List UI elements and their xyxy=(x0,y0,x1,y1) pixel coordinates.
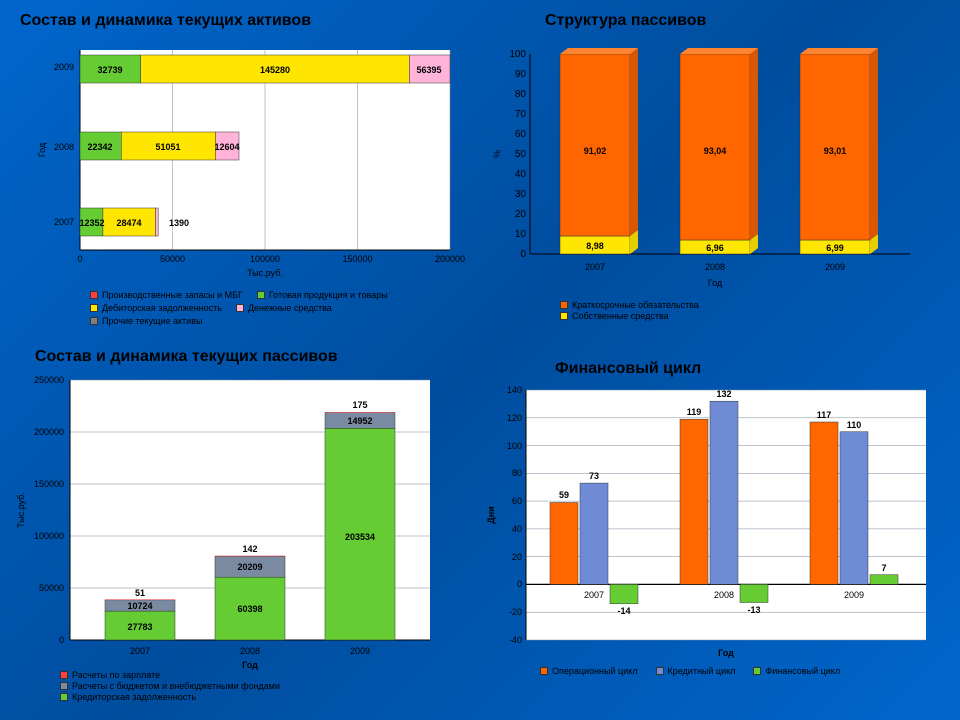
svg-text:Год: Год xyxy=(708,278,723,288)
svg-text:32739: 32739 xyxy=(97,65,122,75)
svg-text:93,01: 93,01 xyxy=(824,146,847,156)
svg-text:73: 73 xyxy=(589,471,599,481)
svg-text:150000: 150000 xyxy=(342,254,372,264)
svg-text:2009: 2009 xyxy=(54,62,74,72)
svg-text:100000: 100000 xyxy=(34,531,64,541)
svg-text:20209: 20209 xyxy=(237,562,262,572)
svg-text:100: 100 xyxy=(507,441,522,451)
svg-text:0: 0 xyxy=(517,579,522,589)
svg-text:-14: -14 xyxy=(617,606,630,616)
svg-text:93,04: 93,04 xyxy=(704,146,727,156)
svg-text:203534: 203534 xyxy=(345,532,375,542)
svg-text:51: 51 xyxy=(135,588,145,598)
svg-text:20: 20 xyxy=(515,209,527,220)
svg-text:14952: 14952 xyxy=(347,416,372,426)
svg-text:12604: 12604 xyxy=(214,142,239,152)
svg-text:-13: -13 xyxy=(747,605,760,615)
svg-text:27783: 27783 xyxy=(127,622,152,632)
svg-text:142: 142 xyxy=(242,544,257,554)
svg-text:2009: 2009 xyxy=(350,646,370,656)
svg-text:90: 90 xyxy=(515,69,527,80)
svg-text:132: 132 xyxy=(716,389,731,399)
svg-text:22342: 22342 xyxy=(87,142,112,152)
svg-text:100000: 100000 xyxy=(250,254,280,264)
svg-text:80: 80 xyxy=(512,468,522,478)
svg-text:20: 20 xyxy=(512,552,522,562)
svg-text:59: 59 xyxy=(559,490,569,500)
svg-text:60398: 60398 xyxy=(237,604,262,614)
svg-text:0: 0 xyxy=(520,249,526,260)
svg-text:-20: -20 xyxy=(509,607,522,617)
chart2-title: Структура пассивов xyxy=(545,12,706,30)
svg-text:56395: 56395 xyxy=(416,65,441,75)
svg-text:Год: Год xyxy=(718,648,734,658)
chart3-legend: Расчеты по зарплате Расчеты с бюджетом и… xyxy=(60,670,280,703)
svg-text:0: 0 xyxy=(77,254,82,264)
chart1-title: Состав и динамика текущих активов xyxy=(20,12,311,30)
svg-text:6,99: 6,99 xyxy=(826,243,844,253)
svg-text:50: 50 xyxy=(515,149,527,160)
svg-text:12352: 12352 xyxy=(79,218,104,228)
svg-text:250000: 250000 xyxy=(34,375,64,385)
svg-text:2008: 2008 xyxy=(240,646,260,656)
svg-text:8,98: 8,98 xyxy=(586,241,604,251)
svg-text:51051: 51051 xyxy=(155,142,180,152)
chart3-title: Состав и динамика текущих пассивов xyxy=(35,348,338,366)
svg-text:60: 60 xyxy=(512,496,522,506)
svg-text:120: 120 xyxy=(507,413,522,423)
svg-text:110: 110 xyxy=(847,420,862,430)
svg-text:60: 60 xyxy=(515,129,527,140)
svg-text:-40: -40 xyxy=(509,635,522,645)
svg-text:6,96: 6,96 xyxy=(706,243,724,253)
svg-text:140: 140 xyxy=(507,385,522,395)
svg-text:0: 0 xyxy=(59,635,64,645)
svg-text:175: 175 xyxy=(352,400,367,410)
svg-text:100: 100 xyxy=(509,49,526,60)
svg-text:2008: 2008 xyxy=(705,262,725,272)
svg-text:2009: 2009 xyxy=(844,590,864,600)
svg-text:145280: 145280 xyxy=(260,65,290,75)
svg-text:200000: 200000 xyxy=(435,254,465,264)
svg-text:40: 40 xyxy=(515,169,527,180)
svg-text:1390: 1390 xyxy=(169,218,189,228)
svg-text:2007: 2007 xyxy=(584,590,604,600)
svg-text:119: 119 xyxy=(687,407,702,417)
chart1-legend: Производственные запасы и МБГ Готовая пр… xyxy=(90,290,450,327)
chart2-svg: 0 10 20 30 40 50 60 70 80 90 100 % 91,02… xyxy=(490,44,930,294)
chart4-svg: -40 -20 0 20 40 60 80 100 120 140 Дни 59… xyxy=(480,380,940,680)
svg-text:2008: 2008 xyxy=(714,590,734,600)
svg-text:40: 40 xyxy=(512,524,522,534)
svg-text:10: 10 xyxy=(515,229,527,240)
svg-text:%: % xyxy=(492,150,502,158)
svg-text:2008: 2008 xyxy=(54,142,74,152)
chart4-title: Финансовый цикл xyxy=(555,360,701,378)
svg-text:30: 30 xyxy=(515,189,527,200)
svg-text:Тыс.руб.: Тыс.руб. xyxy=(247,268,283,278)
svg-text:7: 7 xyxy=(881,563,886,573)
svg-text:2009: 2009 xyxy=(825,262,845,272)
svg-text:2007: 2007 xyxy=(54,217,74,227)
chart1-svg: 0 50000 100000 150000 200000 Тыс.руб. 20… xyxy=(30,40,470,300)
svg-text:117: 117 xyxy=(817,410,832,420)
svg-text:80: 80 xyxy=(515,89,527,100)
svg-text:50000: 50000 xyxy=(160,254,185,264)
svg-text:Тыс.руб.: Тыс.руб. xyxy=(16,492,26,528)
svg-text:Год: Год xyxy=(242,660,258,670)
chart2-legend: Краткосрочные обязательства Собственные … xyxy=(560,300,699,322)
svg-text:Год: Год xyxy=(37,142,47,157)
svg-text:70: 70 xyxy=(515,109,527,120)
svg-text:28474: 28474 xyxy=(116,218,141,228)
svg-text:2007: 2007 xyxy=(585,262,605,272)
svg-text:50000: 50000 xyxy=(39,583,64,593)
svg-text:200000: 200000 xyxy=(34,427,64,437)
svg-text:Дни: Дни xyxy=(486,506,496,523)
svg-text:10724: 10724 xyxy=(127,601,152,611)
svg-text:2007: 2007 xyxy=(130,646,150,656)
svg-text:91,02: 91,02 xyxy=(584,146,607,156)
svg-text:150000: 150000 xyxy=(34,479,64,489)
chart3-svg: 0 50000 100000 150000 200000 250000 Тыс.… xyxy=(10,370,450,680)
chart4-legend: Операционный цикл Кредитный цикл Финансо… xyxy=(540,666,840,677)
